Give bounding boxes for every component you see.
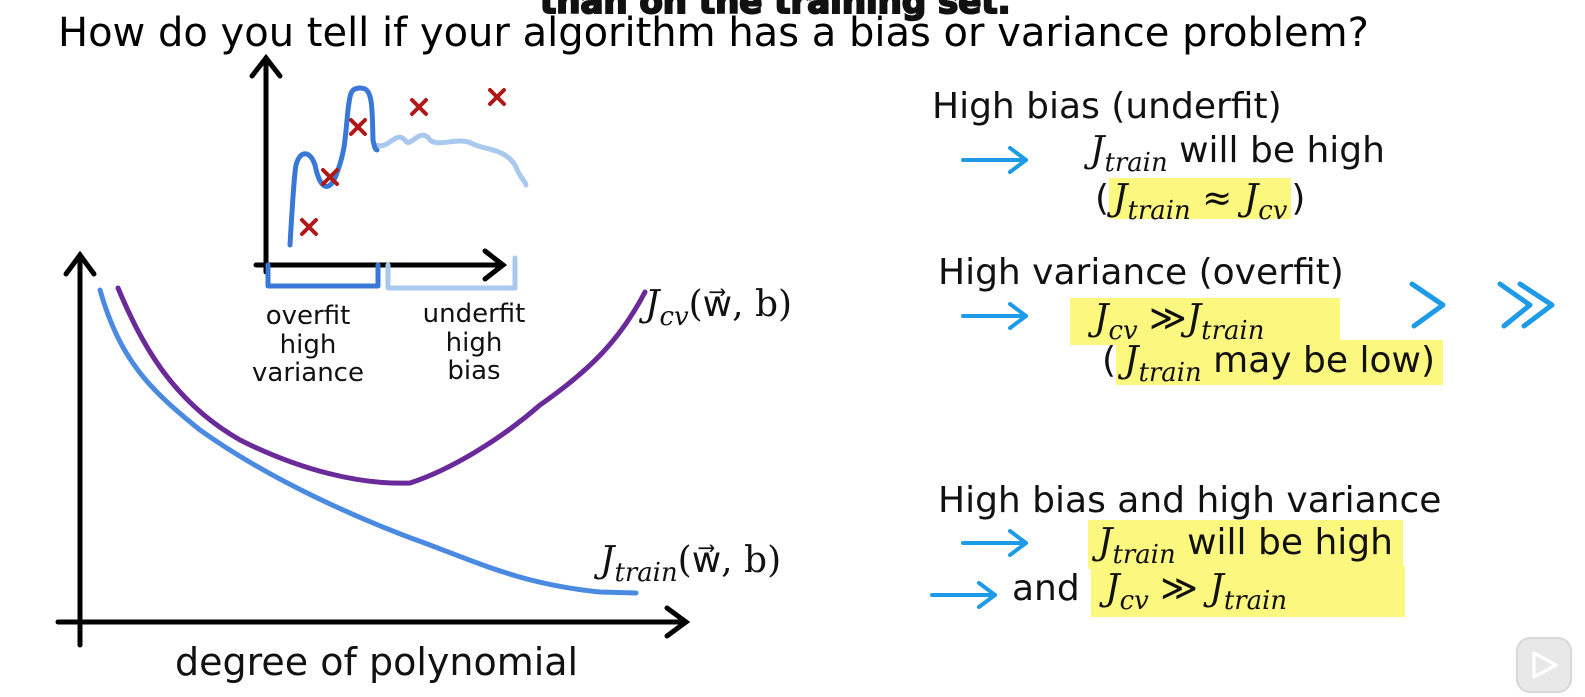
train-args: (w⃗, b): [677, 540, 782, 581]
open-paren: (: [1102, 340, 1117, 381]
underfit-label: underfit: [422, 299, 526, 329]
both-line1-highlight: Jtrain will be high: [1088, 520, 1403, 571]
train-curve-label: Jtrain(w⃗, b): [600, 540, 782, 588]
cv-error-curve: [115, 285, 648, 486]
bias-relation: Jtrain ≈ Jcv: [1109, 178, 1292, 226]
right-arrow-icon: [930, 581, 997, 609]
much-greater-symbol: ≫: [1149, 298, 1187, 339]
cv-subscript: cv: [659, 302, 689, 333]
cross-marker-icon: [300, 218, 318, 236]
and-text: and: [1012, 568, 1080, 609]
both-line1: Jtrain will be high: [1088, 520, 1403, 570]
high-variance-line1: Jcv ≫Jtrain: [1070, 298, 1341, 346]
train-symbol: J: [600, 540, 615, 581]
j-symbol: J: [1243, 178, 1259, 219]
cv-symbol: J: [645, 284, 660, 325]
high-bias-line1: Jtrain will be high: [1090, 130, 1385, 178]
right-arrows: [930, 146, 1028, 609]
underfit-label-high: high: [445, 327, 503, 358]
underfit-annotation: underfit high bias: [412, 300, 536, 386]
overfit-label-high: high: [279, 329, 337, 360]
underfit-label-bias: bias: [447, 356, 501, 387]
right-arrow-icon: [961, 529, 1028, 557]
high-bias-line2: (Jtrain ≈ Jcv): [1095, 178, 1306, 226]
both-relation: Jcv ≫ Jtrain: [1091, 566, 1406, 617]
train-subscript: train: [1127, 196, 1191, 227]
train-subscript: train: [614, 558, 678, 589]
subtitle-caption: than on the training set.: [539, 0, 1012, 23]
slide-title: How do you tell if your algorithm has a …: [58, 10, 1369, 56]
cross-marker-icon: [349, 118, 367, 136]
x-axis-label: degree of polynomial: [175, 640, 579, 684]
j-symbol: J: [1105, 568, 1120, 609]
variance-low-highlight: Jtrain may be low): [1116, 340, 1443, 389]
j-symbol: J: [1209, 568, 1224, 609]
approx-symbol: ≈: [1202, 178, 1233, 219]
open-paren: (: [1095, 178, 1110, 219]
cv-subscript: cv: [1119, 586, 1149, 617]
close-paren: ): [1291, 178, 1306, 219]
play-icon: [1532, 651, 1558, 679]
cross-marker-icon: [488, 88, 506, 106]
bias-line1-text: will be high: [1179, 130, 1385, 171]
overfit-label: overfit: [265, 301, 351, 331]
high-bias-heading: High bias (underfit): [932, 86, 1282, 127]
cv-curve-label: Jcv(w⃗, b): [645, 284, 793, 332]
j-symbol: J: [1090, 130, 1105, 171]
cross-marker-icon: [410, 98, 428, 116]
much-greater-symbol: ≫: [1160, 568, 1198, 609]
j-symbol: J: [1098, 522, 1113, 563]
overfit-label-variance: variance: [252, 358, 364, 389]
high-variance-line2: (Jtrain may be low): [1102, 340, 1443, 388]
train-subscript: train: [1104, 148, 1168, 179]
double-chevron-right-icon: [1497, 281, 1555, 329]
j-symbol: J: [1113, 178, 1128, 219]
j-symbol: J: [1094, 298, 1109, 339]
play-button[interactable]: [1516, 637, 1572, 693]
right-arrow-icon: [961, 302, 1028, 330]
overfit-annotation: overfit high variance: [246, 302, 370, 388]
main-axes: [55, 250, 691, 648]
variance-line2-text: may be low): [1213, 340, 1435, 381]
train-error-curve: [97, 287, 639, 596]
inset-underfit-curve: [372, 132, 529, 291]
high-bias-variance-heading: High bias and high variance: [938, 480, 1442, 521]
j-symbol: J: [1124, 340, 1139, 381]
cv-subscript: cv: [1258, 196, 1288, 227]
cross-markers: [300, 88, 506, 236]
right-arrow-icon: [961, 146, 1028, 174]
both-line1-text: will be high: [1187, 522, 1393, 563]
chevron-right-icon: [1409, 281, 1446, 329]
variance-relation: Jcv ≫Jtrain: [1070, 298, 1341, 346]
cv-args: (w⃗, b): [688, 284, 793, 325]
high-variance-heading: High variance (overfit): [938, 252, 1344, 293]
j-symbol: J: [1186, 298, 1202, 339]
cross-marker-icon: [321, 168, 339, 186]
train-subscript: train: [1138, 358, 1202, 389]
train-subscript: train: [1112, 540, 1176, 571]
inset-overfit-curve: [265, 85, 381, 289]
train-subscript: train: [1223, 586, 1288, 617]
both-line2: and Jcv ≫ Jtrain: [1012, 566, 1406, 617]
